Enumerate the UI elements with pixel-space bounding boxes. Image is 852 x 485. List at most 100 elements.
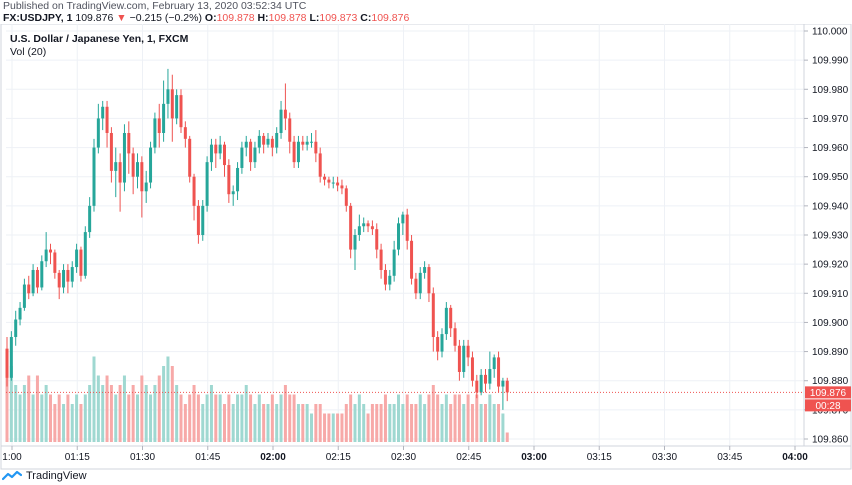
candle-body [49,249,52,253]
time-axis[interactable]: 1:00 01:15 01:30 01:45 02:00 02:15 02:30 02:45 0… [2,446,808,463]
x-tick-label: 03:45 [717,452,742,463]
volume-bar [223,404,226,442]
x-tick-label: 01:30 [130,452,155,463]
volume-bar [392,404,396,442]
candle-body [336,182,340,186]
y-tick-label: 109.960 [812,143,849,154]
candle-body [266,138,270,145]
candle-body [157,118,161,133]
y-tick-label: 109.940 [812,201,849,212]
volume-bar [118,385,122,442]
y-tick-label: 109.970 [812,114,849,125]
price-axis[interactable]: 110.000 109.990 109.980 109.970 109.960 109.9… [804,27,849,446]
volume-bar [18,394,22,442]
volume-bar [92,356,96,442]
candle-body [62,269,66,288]
last-price: 109.876 [75,12,114,24]
candle-body [44,249,48,262]
candle-body [344,188,348,206]
volume-bar [475,394,479,442]
candle-body [136,162,139,177]
symbol-bar: FX:USDJPY, 1 109.876 ▼ −0.215 (−0.2%) O:… [3,12,409,24]
volume-bar [201,404,205,442]
volume-bar [62,404,66,442]
candle-body [140,162,144,192]
volume-bar [270,394,274,442]
candle-body [105,106,109,133]
candle-body [388,275,392,285]
volume-bar [57,394,61,442]
x-tick-label: 04:00 [782,452,808,463]
y-tick-label: 109.930 [812,231,849,242]
volume-bar [40,394,44,442]
volume-bar [192,385,196,442]
y-tick-label: 109.990 [812,56,849,67]
volume-bar [218,394,222,442]
candle-body [240,147,244,168]
volume-bar [127,394,131,442]
volume-bar [457,394,461,442]
volume-bar [109,385,113,442]
candle-body [118,162,122,183]
volume-bar [357,394,361,442]
volume-bar [101,385,105,442]
candle-body [357,226,361,235]
volume-bar [288,394,292,442]
candle-body [114,162,118,171]
volume-bar [466,394,470,442]
x-tick-label: 03:30 [652,452,677,463]
volume-bar [444,394,448,442]
candle-body [175,95,179,119]
candle-body [27,284,31,294]
volume-bar [196,394,200,442]
candle-body [327,179,331,183]
volume-bar [144,385,148,442]
candle-body [310,141,313,143]
candle-body [196,205,200,235]
candle-body [288,118,292,142]
candle-body [92,147,96,206]
candle-body [349,205,353,250]
candle-body [405,214,409,241]
candle-body [53,252,57,273]
volume-bar [105,375,109,442]
x-tick-label: 02:15 [326,452,351,463]
candle-body [392,249,396,276]
tradingview-logo-icon [2,470,22,481]
volume-bar [96,375,100,442]
volume-bar [44,385,48,442]
volume-bar [314,404,318,442]
volume-bar [310,413,313,442]
volume-bar [405,394,409,442]
symbol-name[interactable]: FX:USDJPY, 1 [3,12,73,24]
y-tick-label: 109.860 [812,435,849,446]
candle-body [96,118,100,148]
candle-body [362,223,366,227]
candle-body [66,269,70,282]
volume-bar [249,394,253,442]
candle-body [505,380,509,393]
open-label: O: [204,12,217,24]
candle-body [183,127,187,139]
footer-logo[interactable]: TradingView [2,470,87,482]
volume-bar [162,366,166,442]
candle-body [40,261,44,288]
candle-body [101,106,105,119]
volume-bar [262,404,266,442]
candle-body [192,176,196,206]
volume-bar [175,385,179,442]
volume-bar [153,385,157,442]
candle-body [353,235,357,250]
volume-bar [292,394,296,442]
candle-body [253,147,257,163]
candles[interactable] [5,68,509,410]
candle-body [283,109,287,119]
y-tick-label: 109.910 [812,289,849,300]
y-tick-label: 109.950 [812,172,849,183]
y-tick-label: 109.900 [812,318,849,329]
candle-body [436,337,440,352]
price-badge: 109.876 [805,386,851,399]
candlestick-chart[interactable]: 110.000 109.990 109.980 109.970 109.960 109.9… [0,24,852,470]
volume-bar [49,394,52,442]
chart-legend-title: U.S. Dollar / Japanese Yen, 1, FXCM [10,33,189,45]
